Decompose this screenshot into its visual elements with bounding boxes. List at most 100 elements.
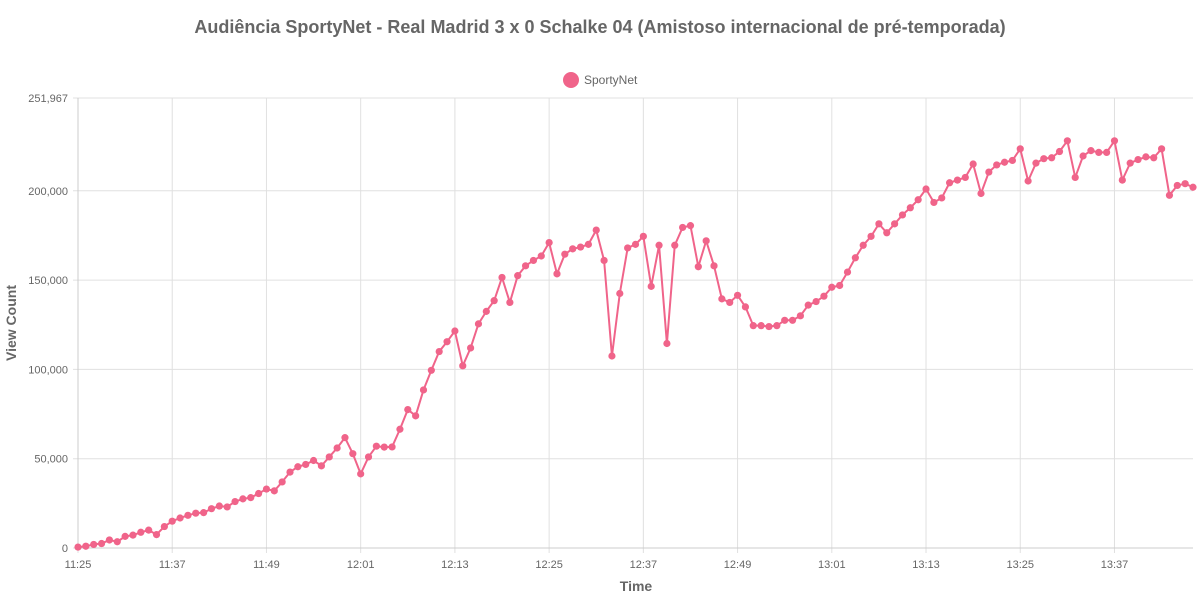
data-point[interactable]	[270, 487, 278, 495]
data-point[interactable]	[592, 226, 600, 234]
data-point[interactable]	[647, 282, 655, 290]
data-point[interactable]	[490, 297, 498, 305]
data-point[interactable]	[168, 517, 176, 525]
data-point[interactable]	[113, 538, 121, 546]
data-point[interactable]	[1008, 156, 1017, 165]
data-point[interactable]	[1024, 177, 1032, 185]
data-point[interactable]	[262, 485, 271, 493]
data-point[interactable]	[396, 425, 404, 433]
data-point[interactable]	[686, 222, 695, 230]
data-point[interactable]	[1095, 148, 1103, 157]
data-point[interactable]	[1118, 176, 1126, 184]
data-point[interactable]	[1071, 173, 1079, 182]
data-point[interactable]	[412, 412, 420, 420]
data-point[interactable]	[694, 263, 702, 271]
data-point[interactable]	[1103, 148, 1111, 157]
data-point[interactable]	[1126, 159, 1134, 167]
data-point[interactable]	[867, 232, 875, 240]
data-point[interactable]	[215, 502, 223, 510]
data-point[interactable]	[938, 194, 946, 202]
data-point[interactable]	[1150, 154, 1158, 162]
data-point[interactable]	[474, 320, 483, 328]
data-point[interactable]	[419, 386, 428, 394]
data-point[interactable]	[184, 511, 192, 519]
data-point[interactable]	[302, 460, 310, 469]
data-point[interactable]	[891, 220, 899, 228]
data-point[interactable]	[254, 489, 263, 498]
data-point[interactable]	[1157, 145, 1166, 153]
data-point[interactable]	[733, 291, 742, 299]
data-point[interactable]	[521, 262, 530, 270]
data-point[interactable]	[663, 339, 671, 348]
data-point[interactable]	[1032, 159, 1040, 167]
data-point[interactable]	[1165, 191, 1174, 199]
data-point[interactable]	[200, 509, 208, 517]
data-point[interactable]	[286, 468, 294, 476]
data-point[interactable]	[616, 289, 624, 298]
data-point[interactable]	[388, 443, 396, 451]
data-point[interactable]	[773, 322, 781, 330]
data-point[interactable]	[1063, 137, 1071, 145]
data-point[interactable]	[922, 185, 930, 193]
data-point[interactable]	[223, 503, 231, 511]
data-point[interactable]	[914, 196, 922, 204]
data-point[interactable]	[372, 442, 380, 450]
data-point[interactable]	[883, 229, 891, 237]
data-point[interactable]	[1055, 147, 1064, 156]
data-point[interactable]	[1173, 181, 1181, 190]
data-point[interactable]	[145, 526, 153, 534]
legend[interactable]: SportyNet	[0, 72, 1200, 88]
data-point[interactable]	[843, 268, 852, 276]
data-point[interactable]	[1134, 155, 1142, 164]
data-point[interactable]	[741, 303, 750, 311]
data-point[interactable]	[961, 173, 969, 182]
data-point[interactable]	[859, 241, 867, 249]
data-point[interactable]	[380, 443, 388, 451]
data-point[interactable]	[231, 497, 239, 506]
data-point[interactable]	[624, 244, 632, 252]
data-point[interactable]	[553, 270, 561, 278]
data-point[interactable]	[341, 434, 349, 442]
data-point[interactable]	[600, 256, 608, 265]
data-point[interactable]	[537, 252, 545, 260]
data-point[interactable]	[1079, 152, 1087, 160]
data-point[interactable]	[97, 539, 106, 548]
data-point[interactable]	[993, 161, 1001, 169]
data-point[interactable]	[176, 514, 184, 522]
data-point[interactable]	[671, 241, 679, 249]
data-point[interactable]	[1142, 153, 1150, 161]
data-point[interactable]	[467, 344, 475, 352]
data-point[interactable]	[325, 453, 333, 461]
data-point[interactable]	[357, 470, 365, 478]
data-point[interactable]	[875, 220, 883, 228]
data-point[interactable]	[702, 237, 710, 245]
data-point[interactable]	[247, 494, 255, 502]
data-point[interactable]	[529, 256, 538, 265]
data-point[interactable]	[710, 262, 718, 270]
data-point[interactable]	[608, 352, 616, 360]
data-point[interactable]	[584, 240, 592, 248]
data-point[interactable]	[796, 312, 804, 320]
data-point[interactable]	[105, 536, 114, 544]
data-point[interactable]	[1087, 147, 1095, 155]
data-point[interactable]	[898, 211, 907, 219]
data-point[interactable]	[459, 362, 467, 370]
data-point[interactable]	[364, 453, 373, 461]
data-point[interactable]	[152, 531, 161, 539]
data-point[interactable]	[985, 168, 993, 176]
data-point[interactable]	[506, 298, 514, 307]
data-point[interactable]	[545, 239, 553, 247]
data-point[interactable]	[655, 241, 663, 249]
data-point[interactable]	[443, 338, 451, 346]
data-point[interactable]	[74, 543, 82, 551]
data-point[interactable]	[278, 478, 286, 486]
data-point[interactable]	[207, 505, 216, 513]
data-point[interactable]	[804, 301, 812, 309]
data-point[interactable]	[482, 307, 490, 315]
data-point[interactable]	[317, 462, 326, 470]
data-point[interactable]	[631, 240, 640, 248]
data-point[interactable]	[137, 528, 145, 536]
data-point[interactable]	[349, 450, 357, 458]
data-point[interactable]	[82, 542, 90, 550]
data-point[interactable]	[129, 531, 137, 539]
